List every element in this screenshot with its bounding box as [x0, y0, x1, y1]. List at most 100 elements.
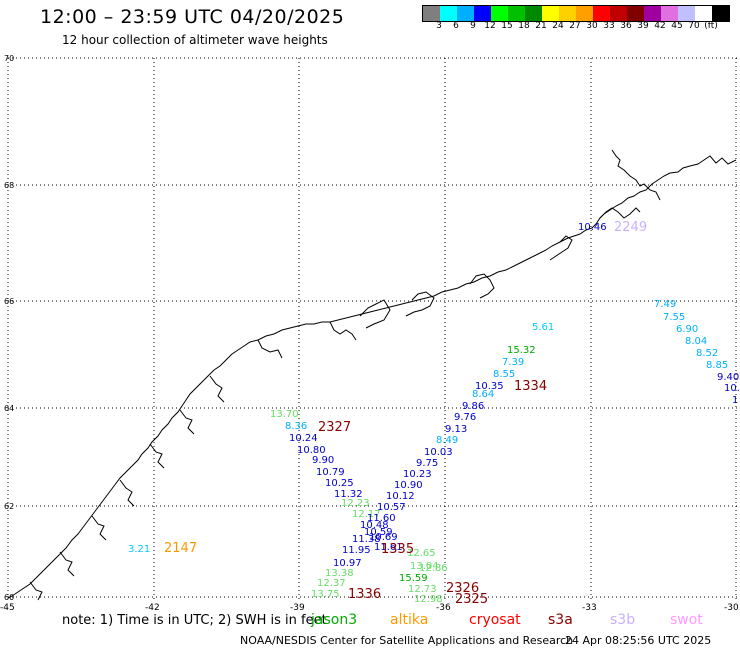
- wave-height-value: 10.03: [424, 447, 453, 458]
- colorbar-tick-label: 21: [535, 21, 547, 31]
- wave-height-value: 13.70: [270, 409, 299, 420]
- wave-height-value: 12.23: [341, 498, 370, 509]
- wave-height-value: 13.75: [311, 589, 340, 600]
- lat-label-66: 66: [4, 297, 14, 306]
- wave-height-value: 7.39: [502, 357, 524, 368]
- colorbar-tick-label: 9: [470, 21, 476, 31]
- pass-time-label: 2326: [446, 581, 479, 596]
- pass-time-label: 2325: [455, 592, 488, 607]
- wave-height-value: 10.12: [386, 491, 415, 502]
- colorbar-swatch: [491, 6, 508, 21]
- wave-height-value: 10.80: [297, 445, 326, 456]
- colorbar-swatch: [423, 6, 440, 21]
- colorbar-swatch: [593, 6, 610, 21]
- wave-height-value: 9.75: [416, 458, 438, 469]
- wave-height-value: 10.79: [316, 467, 345, 478]
- longitude-labels: -45 -42 -39 -36 -33 -30: [0, 603, 739, 613]
- pass-time-label: 2147: [164, 541, 197, 556]
- colorbar-tick-label: 70: [688, 21, 700, 31]
- wave-height-value: 12.65: [407, 548, 436, 559]
- colorbar-swatch: [508, 6, 525, 21]
- colorbar-tick-label: 12: [484, 21, 496, 31]
- wave-height-value: 9.76: [454, 412, 476, 423]
- legend-cryosat: cryosat: [469, 612, 521, 628]
- colorbar-swatch: [474, 6, 491, 21]
- note-text: note: 1) Time is in UTC; 2) SWH is in fe…: [62, 613, 327, 628]
- wave-height-value: 12.98: [414, 594, 443, 605]
- wave-height-value: 10.97: [333, 558, 362, 569]
- colorbar-swatch: [695, 6, 712, 21]
- greenland-coastline: [7, 149, 737, 601]
- legend-swot: swot: [670, 612, 703, 628]
- wave-height-value: 12.17: [352, 509, 381, 520]
- lat-label-62: 62: [4, 502, 14, 511]
- legend-s3b: s3b: [610, 612, 636, 628]
- wave-height-value: 15.32: [507, 345, 536, 356]
- wave-height-value: 9.13: [445, 424, 467, 435]
- colorbar-swatch: [712, 6, 729, 21]
- colorbar-swatch: [542, 6, 559, 21]
- colorbar-tick-label: 15: [501, 21, 513, 31]
- wave-height-value: 7.55: [663, 312, 685, 323]
- colorbar-swatch: [627, 6, 644, 21]
- wave-height-value: 6.90: [676, 324, 698, 335]
- wave-height-value: 11.60: [367, 513, 396, 524]
- colorbar-tick-label: 45: [671, 21, 683, 31]
- wave-height-value: 13.04: [410, 561, 439, 572]
- wave-height-value: 8.52: [696, 348, 718, 359]
- lon-label-45: -45: [0, 603, 15, 613]
- colorbar-swatch: [678, 6, 695, 21]
- wave-height-value: 9.90: [312, 455, 334, 466]
- colorbar-tick-label: 39: [637, 21, 649, 31]
- wave-height-value: 1: [732, 395, 738, 406]
- legend-jason3: jason3: [311, 612, 358, 628]
- colorbar-tick-label: 42: [654, 21, 666, 31]
- colorbar-tick-label: 18: [518, 21, 530, 31]
- wave-height-value: 10.46: [578, 222, 607, 233]
- lat-label-68: 68: [4, 181, 14, 190]
- colorbar-swatch: [644, 6, 661, 21]
- wave-height-value: 10.90: [394, 480, 423, 491]
- wave-height-value: 12.37: [317, 578, 346, 589]
- wave-height-value: 15.59: [399, 573, 428, 584]
- lat-label-70: 70: [4, 54, 14, 63]
- pass-time-label: 1334: [514, 379, 547, 394]
- colorbar-swatch: [661, 6, 678, 21]
- pass-time-label: 2327: [318, 420, 351, 435]
- satellite-legend: jason3 altika cryosat s3a s3b swot: [0, 612, 740, 630]
- footer-credit: NOAA/NESDIS Center for Satellite Applica…: [240, 634, 574, 647]
- wave-height-value: 7.49: [654, 299, 676, 310]
- wave-height-value: 10.48: [360, 520, 389, 531]
- graticule: [7, 57, 738, 600]
- colorbar-tick-label: 6: [453, 21, 459, 31]
- wave-height-value: 10.25: [325, 478, 354, 489]
- colorbar-tick-label: 3: [436, 21, 442, 31]
- colorbar-tick-label: 30: [586, 21, 598, 31]
- colorbar-labels: 3 6 9 12 15 18 21 24 27 30 33 36 39 42 45 70 (ft): [422, 21, 732, 35]
- latitude-labels: 70 68 66 64 62 60: [4, 54, 14, 602]
- lon-label-39: -39: [290, 603, 305, 613]
- wave-height-value: 10.57: [377, 502, 406, 513]
- lat-label-64: 64: [4, 404, 14, 413]
- colorbar-tick-label: 36: [620, 21, 632, 31]
- wave-height-colorbar: [422, 5, 730, 22]
- wave-height-value: 8.85: [706, 360, 728, 371]
- wave-height-value: 13.38: [325, 568, 354, 579]
- lon-label-33: -33: [582, 603, 597, 613]
- colorbar-swatch: [525, 6, 542, 21]
- wave-height-value: 8.04: [685, 336, 707, 347]
- wave-height-value: 10.: [724, 383, 740, 394]
- wave-height-value: 10.35: [475, 381, 504, 392]
- map-subtitle: 12 hour collection of altimeter wave hei…: [62, 33, 328, 47]
- wave-height-value: 11.95: [342, 545, 371, 556]
- colorbar-swatch: [610, 6, 627, 21]
- map-title: 12:00 – 23:59 UTC 04/20/2025: [40, 6, 345, 28]
- colorbar-tick-label: 33: [603, 21, 615, 31]
- wave-height-value: 8.36: [285, 421, 307, 432]
- wave-height-value: 11.32: [334, 489, 363, 500]
- colorbar-tick-label: (ft): [704, 21, 718, 31]
- lon-label-36: -36: [436, 603, 451, 613]
- colorbar-tick-label: 27: [569, 21, 581, 31]
